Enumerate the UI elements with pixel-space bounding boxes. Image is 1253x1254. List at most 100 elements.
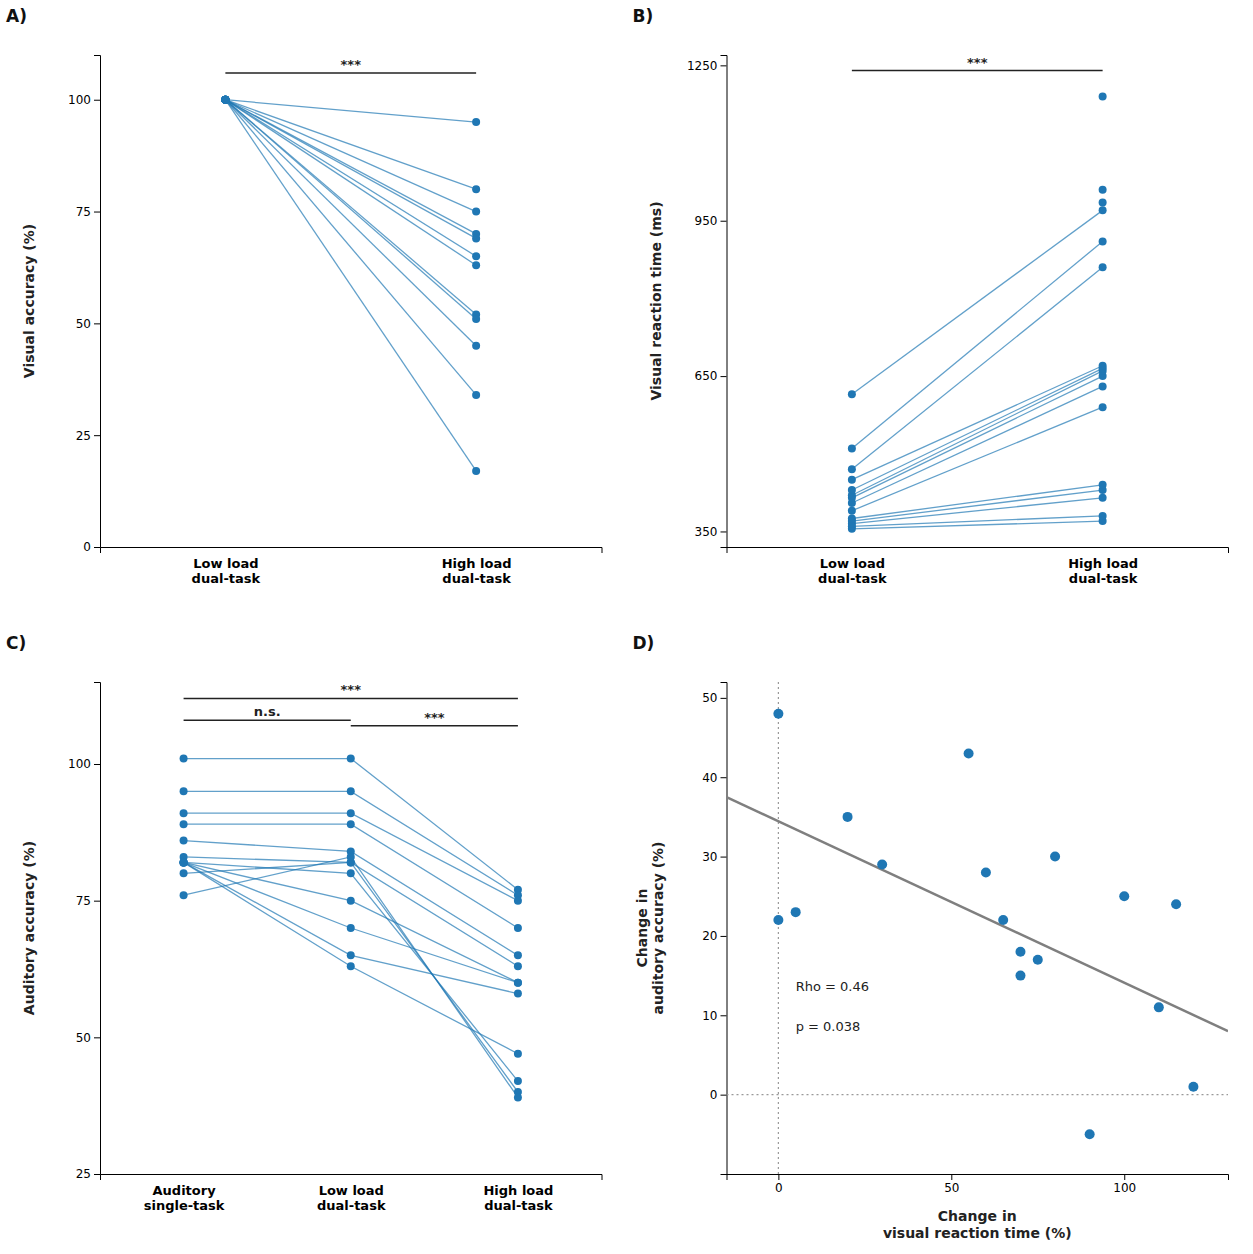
text-line: High load bbox=[442, 556, 512, 571]
panel-label: A) bbox=[6, 6, 27, 26]
significance-label: *** bbox=[341, 57, 362, 72]
text-line: Change in bbox=[938, 1208, 1017, 1224]
panel: 01020304050050100Change inauditory accur… bbox=[633, 633, 1229, 1241]
y-axis-title: Change inauditory accuracy (%) bbox=[634, 842, 667, 1015]
y-tick: 25 bbox=[76, 429, 100, 443]
point bbox=[180, 858, 188, 866]
point bbox=[472, 261, 480, 269]
significance-bracket bbox=[225, 72, 476, 74]
annotations: n.s.****** bbox=[184, 682, 518, 725]
point bbox=[514, 1050, 522, 1058]
series-line bbox=[184, 824, 518, 928]
x-tick: Low loaddual-task bbox=[192, 556, 261, 587]
annotations: *** bbox=[225, 57, 476, 73]
y-tick-mark bbox=[721, 531, 727, 532]
point bbox=[1099, 481, 1107, 489]
y-axis-title: Auditory accuracy (%) bbox=[21, 841, 37, 1015]
text-line: dual-task bbox=[192, 571, 261, 586]
point bbox=[472, 252, 480, 260]
y-tick-label: 0 bbox=[710, 1088, 718, 1102]
y-tick-label: 25 bbox=[76, 429, 91, 443]
x-axis-line bbox=[727, 548, 1229, 554]
y-axis: 01020304050 bbox=[702, 683, 727, 1175]
y-tick: 50 bbox=[702, 691, 726, 705]
point bbox=[347, 962, 355, 970]
series-line bbox=[225, 100, 476, 346]
point bbox=[981, 867, 991, 877]
point bbox=[221, 96, 229, 104]
x-axis: Low loaddual-taskHigh loaddual-task bbox=[101, 548, 603, 587]
y-tick-mark bbox=[94, 435, 100, 436]
point bbox=[347, 951, 355, 959]
point bbox=[514, 979, 522, 987]
x-axis-line bbox=[101, 1175, 603, 1181]
point bbox=[472, 185, 480, 193]
point bbox=[848, 445, 856, 453]
point bbox=[1050, 852, 1060, 862]
text-line: Visual reaction time (ms) bbox=[648, 201, 664, 400]
point bbox=[180, 858, 188, 866]
point bbox=[514, 951, 522, 959]
y-tick-label: 50 bbox=[76, 1031, 91, 1045]
point bbox=[1099, 263, 1107, 271]
series-line bbox=[184, 862, 518, 1081]
y-tick-mark bbox=[721, 376, 727, 377]
x-tick-label: 100 bbox=[1113, 1181, 1136, 1195]
point bbox=[221, 96, 229, 104]
x-tick-mark bbox=[1124, 1174, 1125, 1180]
point bbox=[1154, 1002, 1164, 1012]
panel-label: B) bbox=[633, 6, 654, 26]
point bbox=[472, 391, 480, 399]
significance-bracket bbox=[184, 698, 518, 700]
y-tick: 50 bbox=[76, 317, 100, 331]
point bbox=[180, 858, 188, 866]
y-axis: 255075100 bbox=[68, 683, 100, 1182]
figure: 0255075100Low loaddual-taskHigh loaddual… bbox=[0, 0, 1253, 1254]
x-tick-label: High loaddual-task bbox=[1068, 556, 1138, 587]
point bbox=[1099, 494, 1107, 502]
text-line: visual reaction time (%) bbox=[883, 1225, 1072, 1241]
text-line: dual-task bbox=[442, 571, 511, 586]
reference-line bbox=[778, 682, 779, 1174]
significance-bracket bbox=[351, 725, 518, 727]
point bbox=[1099, 237, 1107, 245]
point bbox=[773, 709, 783, 719]
significance-bracket bbox=[184, 720, 351, 722]
point bbox=[180, 837, 188, 845]
y-axis-line bbox=[721, 683, 728, 1175]
point bbox=[347, 869, 355, 877]
x-tick-label: 0 bbox=[775, 1181, 783, 1195]
text-line: dual-task bbox=[818, 571, 887, 586]
point bbox=[180, 858, 188, 866]
x-tick: 100 bbox=[1113, 1174, 1136, 1195]
point bbox=[221, 96, 229, 104]
point bbox=[221, 96, 229, 104]
y-tick: 20 bbox=[702, 929, 726, 943]
series-line bbox=[852, 241, 1103, 448]
text-line: Low load bbox=[820, 556, 885, 571]
y-tick-mark bbox=[721, 777, 727, 778]
point bbox=[514, 990, 522, 998]
point bbox=[347, 897, 355, 905]
point bbox=[848, 390, 856, 398]
x-tick-mark bbox=[778, 1174, 779, 1180]
point bbox=[347, 924, 355, 932]
plot-area bbox=[221, 96, 480, 475]
series-line bbox=[852, 376, 1103, 498]
significance-label: n.s. bbox=[254, 704, 281, 719]
y-tick-mark bbox=[721, 221, 727, 222]
point bbox=[180, 858, 188, 866]
x-tick: High loaddual-task bbox=[1068, 556, 1138, 587]
point bbox=[221, 96, 229, 104]
x-axis-line bbox=[101, 548, 603, 554]
panel: 3506509501250Low loaddual-taskHigh loadd… bbox=[633, 6, 1229, 586]
point bbox=[180, 787, 188, 795]
point bbox=[848, 465, 856, 473]
y-tick: 25 bbox=[76, 1167, 100, 1181]
x-tick: 50 bbox=[944, 1174, 959, 1195]
point bbox=[472, 315, 480, 323]
x-tick: Auditorysingle-task bbox=[144, 1183, 225, 1214]
y-tick: 100 bbox=[68, 757, 100, 771]
series-line bbox=[852, 371, 1103, 495]
x-tick-label: Auditorysingle-task bbox=[144, 1183, 225, 1214]
